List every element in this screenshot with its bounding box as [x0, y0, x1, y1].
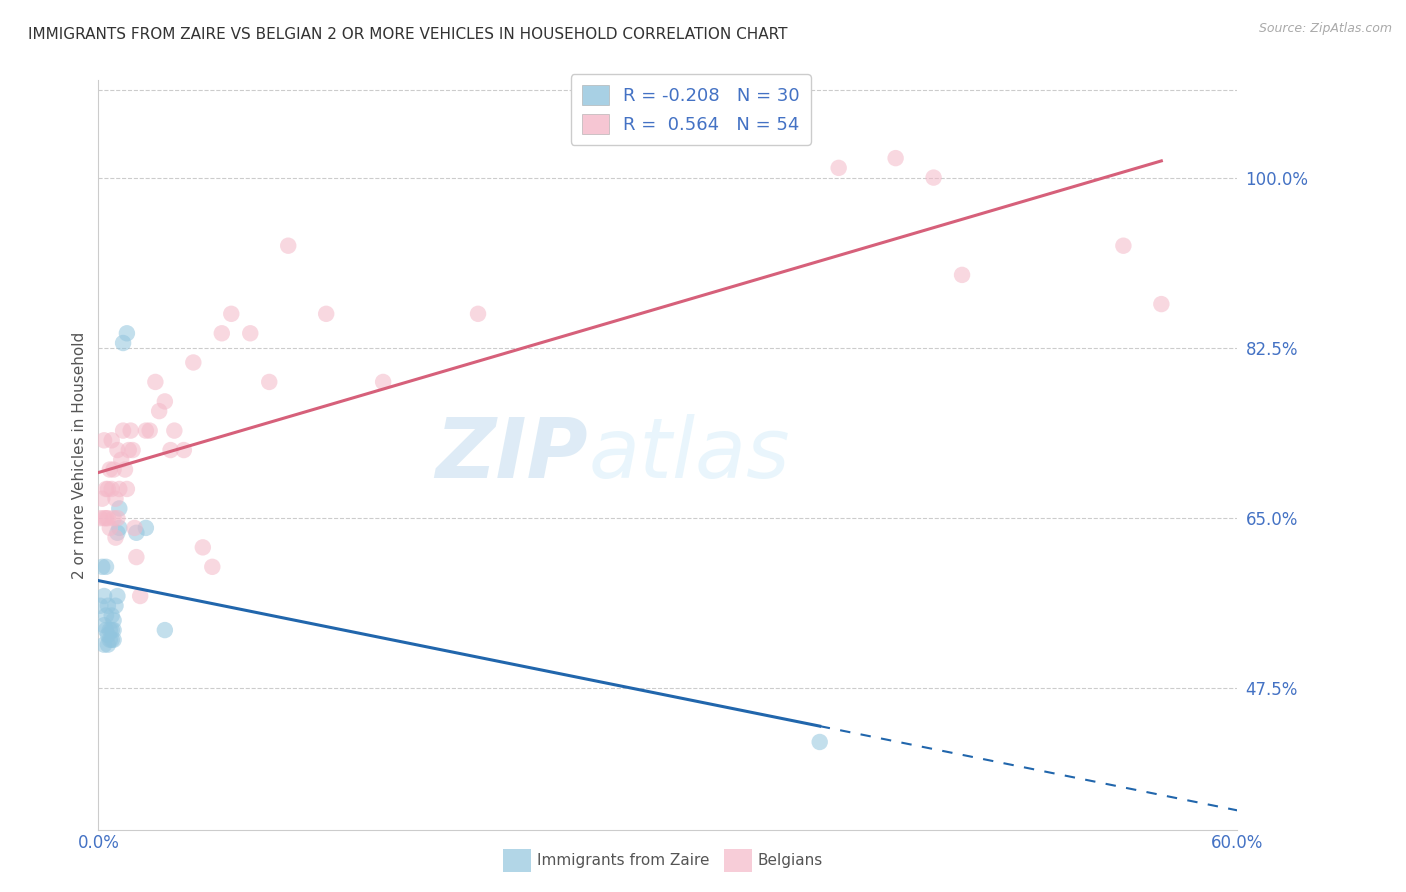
Point	[239, 326, 262, 341]
Point	[94, 608, 117, 623]
Point	[922, 170, 945, 185]
Point	[89, 511, 111, 525]
Text: atlas: atlas	[588, 415, 790, 495]
Text: Source: ZipAtlas.com: Source: ZipAtlas.com	[1258, 22, 1392, 36]
Point	[118, 443, 141, 458]
Point	[125, 550, 148, 565]
Point	[191, 541, 214, 555]
Point	[112, 424, 135, 438]
Point	[159, 443, 181, 458]
Point	[97, 638, 120, 652]
Point	[201, 559, 224, 574]
Point	[153, 623, 176, 637]
Point	[153, 394, 176, 409]
Point	[315, 307, 337, 321]
Legend: R = -0.208   N = 30, R =  0.564   N = 54: R = -0.208 N = 30, R = 0.564 N = 54	[571, 74, 810, 145]
Point	[93, 434, 115, 448]
Point	[94, 623, 117, 637]
Point	[91, 559, 114, 574]
Point	[163, 424, 186, 438]
Point	[98, 521, 121, 535]
Point	[108, 482, 131, 496]
Point	[107, 525, 129, 540]
Point	[135, 424, 157, 438]
Point	[120, 424, 142, 438]
Point	[135, 521, 157, 535]
Point	[100, 482, 122, 496]
Text: IMMIGRANTS FROM ZAIRE VS BELGIAN 2 OR MORE VEHICLES IN HOUSEHOLD CORRELATION CHA: IMMIGRANTS FROM ZAIRE VS BELGIAN 2 OR MO…	[28, 27, 787, 42]
Point	[107, 589, 129, 603]
Point	[100, 434, 122, 448]
Point	[100, 608, 122, 623]
Point	[98, 632, 121, 647]
Point	[94, 511, 117, 525]
Point	[107, 443, 129, 458]
Point	[89, 599, 111, 613]
Point	[124, 521, 146, 535]
Point	[97, 628, 120, 642]
Point	[129, 589, 152, 603]
Point	[221, 307, 243, 321]
Point	[93, 618, 115, 632]
Point	[1150, 297, 1173, 311]
Point	[108, 521, 131, 535]
Point	[103, 613, 125, 627]
Point	[115, 326, 138, 341]
Point	[100, 632, 122, 647]
Text: ZIP: ZIP	[436, 415, 588, 495]
Point	[98, 462, 121, 476]
Point	[1112, 238, 1135, 252]
Point	[183, 355, 205, 369]
Text: Belgians: Belgians	[758, 854, 823, 868]
Point	[277, 238, 299, 252]
Point	[93, 511, 115, 525]
Point	[104, 599, 127, 613]
Point	[211, 326, 233, 341]
Point	[467, 307, 489, 321]
Point	[104, 491, 127, 506]
Point	[145, 375, 167, 389]
Point	[828, 161, 851, 175]
Point	[121, 443, 143, 458]
Point	[115, 482, 138, 496]
Point	[114, 462, 136, 476]
Y-axis label: 2 or more Vehicles in Household: 2 or more Vehicles in Household	[72, 331, 87, 579]
Point	[98, 623, 121, 637]
Point	[125, 525, 148, 540]
Point	[110, 452, 132, 467]
Point	[884, 151, 907, 165]
Point	[173, 443, 195, 458]
Point	[107, 511, 129, 525]
Point	[148, 404, 170, 418]
Point	[100, 623, 122, 637]
Point	[259, 375, 281, 389]
Point	[112, 336, 135, 351]
Point	[97, 482, 120, 496]
Point	[371, 375, 394, 389]
Point	[808, 735, 831, 749]
Point	[950, 268, 973, 282]
Point	[103, 511, 125, 525]
Point	[108, 501, 131, 516]
Point	[94, 559, 117, 574]
Point	[103, 462, 125, 476]
Point	[138, 424, 160, 438]
Point	[93, 638, 115, 652]
Point	[103, 632, 125, 647]
Point	[97, 599, 120, 613]
Point	[104, 531, 127, 545]
Point	[93, 589, 115, 603]
Point	[91, 491, 114, 506]
Point	[103, 623, 125, 637]
Point	[94, 482, 117, 496]
Point	[97, 511, 120, 525]
Text: Immigrants from Zaire: Immigrants from Zaire	[537, 854, 710, 868]
